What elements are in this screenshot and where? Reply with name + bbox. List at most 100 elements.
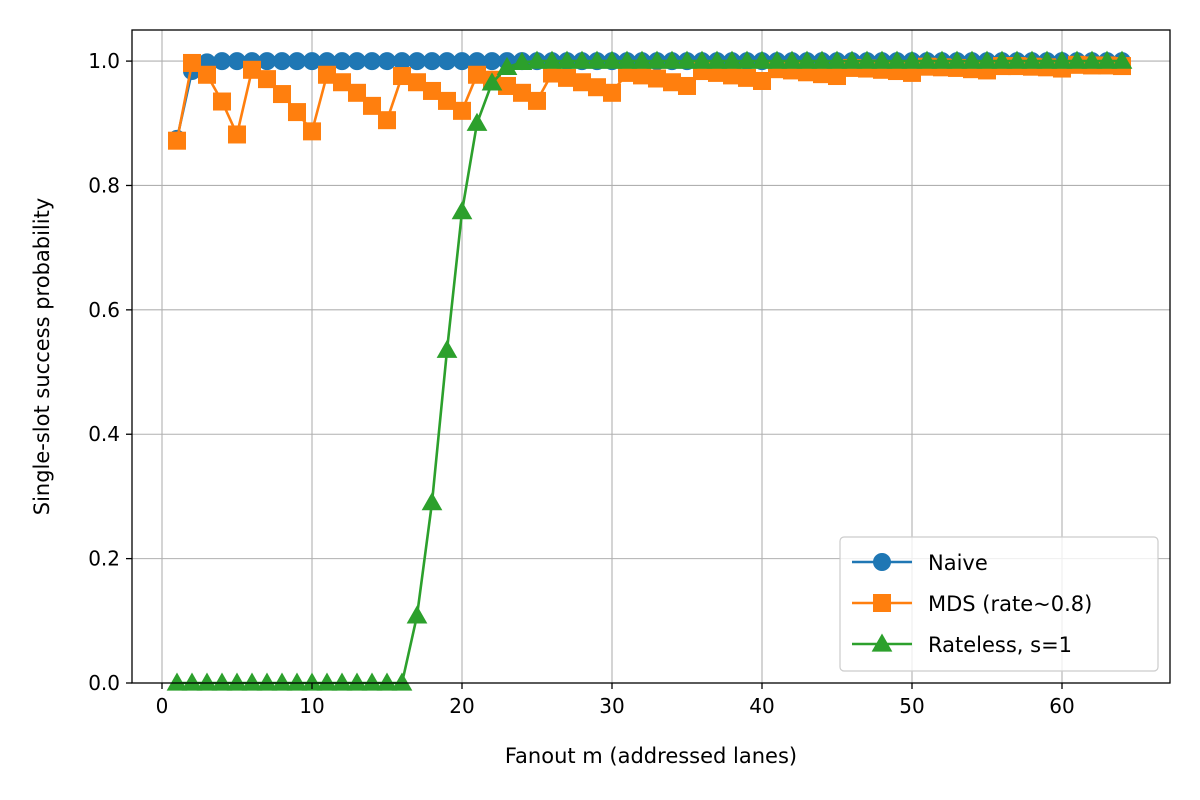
legend-label: Rateless, s=1 [928,633,1072,657]
triangle-marker [421,492,443,511]
triangle-marker [886,50,908,69]
triangle-marker [976,50,998,69]
square-marker [303,122,321,141]
square-marker [333,73,351,92]
triangle-marker [571,50,593,69]
triangle-marker [511,51,533,70]
triangle-marker [526,50,548,69]
y-tick-label: 0.4 [88,422,120,446]
circle-marker [483,52,501,71]
triangle-marker [406,605,428,624]
square-marker [348,83,366,102]
triangle-marker [376,672,398,691]
triangle-marker [586,50,608,69]
y-tick-label: 1.0 [88,49,120,73]
circle-marker [213,52,231,71]
triangle-marker [1051,50,1073,69]
series-layer [166,50,1133,691]
circle-marker [378,52,396,71]
square-marker [423,81,441,100]
triangle-marker [166,672,188,691]
triangle-marker [631,50,653,69]
circle-marker [288,52,306,71]
square-marker [258,70,276,89]
square-marker [198,65,216,84]
triangle-marker [856,50,878,69]
triangle-marker [1021,50,1043,69]
triangle-marker [1036,50,1058,69]
y-axis-label: Single-slot success probability [30,198,54,516]
circle-marker [258,52,276,71]
triangle-marker [811,50,833,69]
square-marker [723,66,741,85]
triangle-marker [181,672,203,691]
x-tick-label: 20 [449,694,474,718]
x-axis-label: Fanout m (addressed lanes) [505,744,797,768]
legend-item: Rateless, s=1 [852,633,1072,657]
triangle-marker [751,50,773,69]
triangle-marker [1111,50,1133,69]
triangle-marker [1006,50,1028,69]
triangle-marker [451,201,473,220]
triangle-marker [1066,50,1088,69]
square-marker [393,67,411,86]
triangle-marker [226,672,248,691]
triangle-marker [466,112,488,131]
circle-marker [408,52,426,71]
triangle-marker [211,672,233,691]
square-marker [363,96,381,115]
triangle-marker [241,672,263,691]
square-marker [468,65,486,84]
circle-marker [453,52,471,71]
square-marker [168,131,186,150]
legend-circle-marker [873,553,891,571]
x-tick-label: 40 [749,694,774,718]
x-tick-label: 60 [1049,694,1074,718]
x-tick-label: 50 [899,694,924,718]
square-marker [633,66,651,85]
triangle-marker [301,672,323,691]
triangle-marker [691,50,713,69]
square-marker [648,69,666,88]
triangle-marker [721,50,743,69]
y-tick-label: 0.8 [88,173,120,197]
square-marker [513,83,531,102]
triangle-marker [316,672,338,691]
circle-marker [303,52,321,71]
legend-item: MDS (rate~0.8) [852,592,1092,616]
circle-marker [423,52,441,71]
square-marker [183,53,201,72]
circle-marker [348,52,366,71]
triangle-marker [931,50,953,69]
plot-frame [131,29,1171,684]
square-marker [408,73,426,92]
y-axis-ticks: 0.0 0.2 0.4 0.6 0.8 1.0 [88,49,132,695]
legend-box [839,536,1159,672]
y-tick-label: 0.2 [88,547,120,571]
triangle-marker [961,50,983,69]
triangle-marker [781,50,803,69]
legend-square-marker [873,594,891,612]
square-marker [318,65,336,84]
triangle-marker [391,672,413,691]
square-marker [498,76,516,95]
triangle-marker [331,672,353,691]
circle-marker [273,52,291,71]
square-marker [213,92,231,111]
circle-marker [438,52,456,71]
triangle-marker [541,50,563,69]
x-axis-ticks: 0 10 20 30 40 50 60 [156,683,1075,718]
series-rateless-s-1 [166,50,1133,691]
triangle-marker [706,50,728,69]
legend-item: Naive [852,551,988,575]
square-marker [453,101,471,120]
triangle-marker [601,50,623,69]
triangle-marker [496,56,518,75]
circle-marker [333,52,351,71]
triangle-marker [661,50,683,69]
square-marker [558,68,576,87]
circle-marker [228,52,246,71]
circle-marker [363,52,381,71]
legend: Naive MDS (rate~0.8) Rateless, s=1 [839,536,1159,672]
